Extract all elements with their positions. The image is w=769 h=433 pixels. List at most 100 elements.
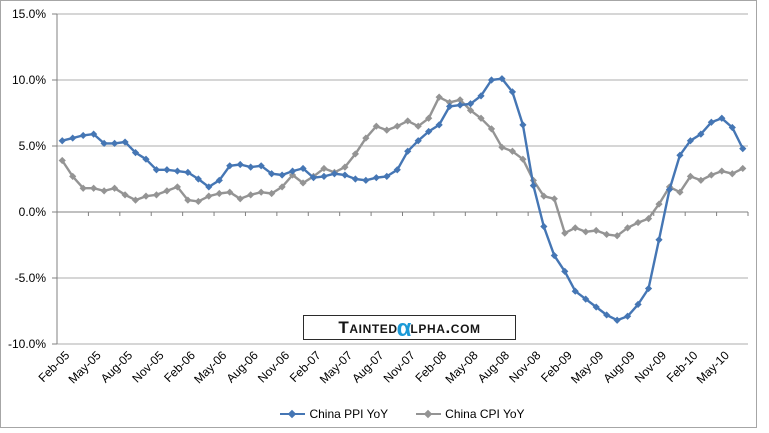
svg-text:5.0%: 5.0% — [19, 139, 47, 153]
data-point-marker — [582, 295, 590, 303]
data-point-marker — [697, 176, 705, 184]
data-point-marker — [215, 176, 223, 184]
svg-text:May-05: May-05 — [66, 348, 104, 386]
data-point-marker — [655, 236, 663, 244]
data-point-marker — [278, 183, 286, 191]
data-point-marker — [676, 151, 684, 159]
data-point-marker — [718, 167, 726, 175]
data-point-marker — [728, 123, 736, 132]
axes — [52, 13, 749, 345]
data-point-marker — [739, 145, 747, 153]
data-point-marker — [247, 163, 255, 171]
data-point-marker — [728, 170, 736, 178]
svg-text:Feb-08: Feb-08 — [412, 348, 449, 385]
data-point-marker — [425, 114, 433, 122]
data-point-marker — [446, 98, 454, 107]
svg-text:-5.0%: -5.0% — [15, 271, 47, 285]
data-point-marker — [299, 164, 307, 173]
data-point-marker — [603, 311, 611, 319]
data-point-marker — [477, 114, 485, 122]
data-point-marker — [550, 251, 558, 260]
data-point-marker — [362, 134, 370, 142]
svg-text:Nov-06: Nov-06 — [255, 348, 292, 385]
data-point-marker — [435, 121, 443, 129]
data-point-marker — [634, 218, 642, 227]
data-point-marker — [707, 171, 715, 179]
legend-item-cpi: China CPI YoY — [416, 407, 525, 421]
svg-text:May-08: May-08 — [442, 348, 480, 386]
data-point-marker — [571, 287, 579, 295]
data-point-marker — [623, 224, 632, 232]
data-point-marker — [69, 134, 77, 142]
data-point-marker — [540, 222, 548, 231]
data-point-marker — [194, 197, 202, 206]
svg-text:Nov-07: Nov-07 — [381, 348, 418, 385]
watermark: Tainted α lpha.com — [303, 315, 516, 341]
data-point-marker — [498, 143, 506, 151]
watermark-text-suffix: lpha.com — [410, 318, 481, 337]
data-point-marker — [90, 130, 98, 138]
data-point-marker — [278, 171, 286, 179]
data-point-marker — [676, 188, 684, 196]
data-point-marker — [152, 166, 161, 174]
data-point-marker — [540, 192, 548, 200]
cpi-legend-marker — [416, 409, 442, 419]
data-point-marker — [79, 184, 87, 192]
data-point-marker — [142, 155, 150, 163]
data-point-marker — [142, 192, 150, 200]
data-point-marker — [561, 267, 569, 275]
data-point-marker — [320, 164, 328, 173]
data-point-marker — [288, 167, 297, 175]
data-point-marker — [456, 101, 464, 109]
chart-border — [0, 0, 757, 428]
data-point-marker — [131, 196, 140, 204]
svg-text:15.0%: 15.0% — [12, 7, 46, 21]
svg-text:Feb-09: Feb-09 — [538, 348, 575, 385]
svg-text:Aug-07: Aug-07 — [349, 348, 386, 385]
data-point-marker — [184, 196, 192, 204]
data-point-marker — [477, 92, 485, 100]
data-point-marker — [655, 200, 663, 208]
data-point-marker — [236, 195, 244, 203]
svg-text:0.0%: 0.0% — [19, 205, 47, 219]
data-point-marker — [341, 163, 349, 171]
x-axis-labels: Feb-05May-05Aug-05Nov-05Feb-06May-06Aug-… — [36, 348, 733, 386]
data-point-marker — [110, 184, 119, 192]
data-point-marker — [69, 172, 77, 180]
svg-text:Aug-06: Aug-06 — [224, 348, 261, 385]
data-point-marker — [121, 138, 129, 146]
data-point-marker — [320, 172, 328, 180]
data-point-marker — [446, 102, 454, 110]
data-point-marker — [194, 175, 202, 183]
legend: China PPI YoY China CPI YoY — [57, 407, 748, 421]
cpi-series — [58, 93, 747, 240]
data-point-marker — [330, 170, 339, 178]
data-point-marker — [404, 117, 412, 125]
data-point-marker — [236, 160, 244, 169]
data-point-marker — [247, 191, 255, 199]
data-point-marker — [226, 162, 234, 170]
data-point-marker — [456, 96, 464, 104]
data-point-marker — [435, 93, 443, 101]
data-point-marker — [90, 184, 98, 192]
data-point-marker — [393, 122, 401, 130]
data-point-marker — [697, 130, 705, 138]
data-point-marker — [362, 176, 370, 184]
legend-item-ppi: China PPI YoY — [280, 407, 388, 421]
data-point-marker — [634, 300, 642, 308]
data-point-marker — [508, 88, 517, 96]
data-point-marker — [351, 150, 359, 158]
data-point-marker — [529, 182, 537, 190]
svg-text:Aug-09: Aug-09 — [600, 348, 637, 385]
data-point-marker — [383, 172, 391, 180]
data-point-marker — [226, 188, 234, 196]
data-point-marker — [519, 155, 527, 163]
svg-text:May-10: May-10 — [694, 348, 732, 386]
svg-text:Nov-05: Nov-05 — [129, 348, 166, 385]
data-point-marker — [519, 121, 527, 129]
data-point-marker — [58, 156, 66, 165]
data-point-marker — [383, 126, 391, 134]
data-point-marker — [686, 137, 695, 145]
